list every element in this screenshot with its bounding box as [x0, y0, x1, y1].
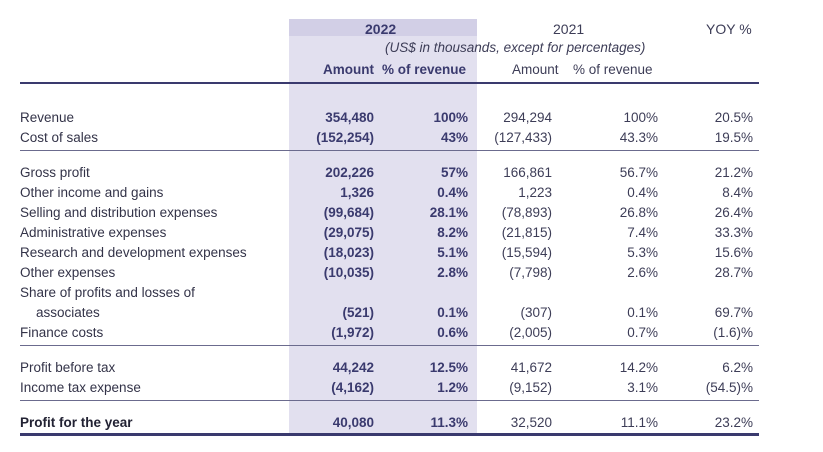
cell-associates-pct-2021: 0.1% [627, 305, 658, 320]
row-label-selling: Selling and distribution expenses [20, 205, 218, 220]
bottom-rule [20, 433, 759, 436]
row-label-other-income: Other income and gains [20, 185, 164, 200]
cell-associates-yoy: 69.7% [714, 305, 753, 320]
cell-profit-amount-2021: 32,520 [510, 415, 552, 430]
yoy-header: YOY % [706, 21, 752, 37]
cell-revenue-amount-2022: 354,480 [325, 110, 374, 125]
amount-2021-header: Amount [512, 62, 559, 77]
row-label-gross-profit: Gross profit [20, 165, 90, 180]
cell-selling-amount-2021: (78,893) [501, 205, 552, 220]
cell-finance-yoy: (1.6)% [713, 325, 753, 340]
divider [20, 400, 759, 401]
row-label-revenue: Revenue [20, 110, 75, 125]
cell-other-exp-amount-2022: (10,035) [323, 265, 374, 280]
cell-pbt-pct-2022: 12.5% [429, 360, 468, 375]
cell-gross-amount-2022: 202,226 [325, 165, 374, 180]
cell-other-exp-yoy: 28.7% [714, 265, 753, 280]
row-label-other-expenses: Other expenses [20, 265, 116, 280]
cell-profit-pct-2021: 11.1% [620, 415, 658, 430]
current-year-column-shading [289, 19, 477, 436]
divider [20, 345, 759, 346]
cell-rnd-pct-2021: 5.3% [627, 245, 658, 260]
cell-tax-amount-2021: (9,152) [509, 380, 552, 395]
cell-profit-yoy: 23.2% [714, 415, 753, 430]
header-rule [20, 82, 759, 84]
row-label-profit-for-year: Profit for the year [20, 415, 133, 430]
cell-rnd-amount-2021: (15,594) [501, 245, 552, 260]
cell-finance-pct-2021: 0.7% [627, 325, 658, 340]
cell-profit-pct-2022: 11.3% [430, 415, 468, 430]
cell-finance-amount-2022: (1,972) [331, 325, 374, 340]
cell-tax-yoy: (54.5)% [705, 380, 753, 395]
row-label-rnd: Research and development expenses [20, 245, 247, 260]
cell-finance-pct-2022: 0.6% [437, 325, 468, 340]
cell-other-exp-pct-2022: 2.8% [437, 265, 468, 280]
cell-associates-amount-2022: (521) [342, 305, 374, 320]
cell-admin-pct-2021: 7.4% [627, 225, 658, 240]
cell-other-income-amount-2021: 1,223 [518, 185, 552, 200]
row-label-cost-of-sales: Cost of sales [20, 130, 99, 145]
cell-pbt-yoy: 6.2% [722, 360, 753, 375]
row-label-finance-costs: Finance costs [20, 325, 104, 340]
cell-finance-amount-2021: (2,005) [509, 325, 552, 340]
pct-revenue-2022-header: % of revenue [382, 62, 467, 77]
amount-2022-header: Amount [323, 62, 374, 77]
year-2022-header: 2022 [365, 21, 397, 37]
cell-cost-yoy: 19.5% [714, 130, 753, 145]
cell-pbt-amount-2022: 44,242 [332, 360, 374, 375]
cell-revenue-pct-2021: 100% [623, 110, 658, 125]
row-label-associates: associates [36, 305, 100, 320]
divider [20, 150, 759, 151]
cell-associates-amount-2021: (307) [520, 305, 552, 320]
cell-admin-amount-2022: (29,075) [323, 225, 374, 240]
cell-other-income-pct-2022: 0.4% [437, 185, 468, 200]
row-label-income-tax: Income tax expense [20, 380, 141, 395]
cell-admin-pct-2022: 8.2% [437, 225, 468, 240]
cell-cost-pct-2021: 43.3% [619, 130, 658, 145]
cell-rnd-yoy: 15.6% [714, 245, 753, 260]
cell-other-exp-pct-2021: 2.6% [627, 265, 658, 280]
cell-selling-yoy: 26.4% [714, 205, 753, 220]
cell-tax-pct-2022: 1.2% [437, 380, 468, 395]
cell-profit-amount-2022: 40,080 [332, 415, 374, 430]
cell-other-income-pct-2021: 0.4% [627, 185, 658, 200]
year-2021-header: 2021 [553, 21, 585, 37]
cell-admin-amount-2021: (21,815) [501, 225, 552, 240]
cell-gross-pct-2021: 56.7% [619, 165, 658, 180]
cell-selling-amount-2022: (99,684) [323, 205, 374, 220]
cell-revenue-pct-2022: 100% [433, 110, 468, 125]
row-label-share-of-profits: Share of profits and losses of [20, 285, 195, 300]
cell-gross-amount-2021: 166,861 [503, 165, 552, 180]
pct-revenue-2021-header: % of revenue [573, 62, 653, 77]
cell-selling-pct-2021: 26.8% [619, 205, 658, 220]
cell-other-income-yoy: 8.4% [722, 185, 753, 200]
units-note: (US$ in thousands, except for percentage… [385, 40, 646, 55]
cell-gross-pct-2022: 57% [440, 165, 468, 180]
cell-associates-pct-2022: 0.1% [437, 305, 468, 320]
cell-admin-yoy: 33.3% [714, 225, 753, 240]
cell-pbt-amount-2021: 41,672 [510, 360, 552, 375]
cell-selling-pct-2022: 28.1% [429, 205, 468, 220]
cell-pbt-pct-2021: 14.2% [619, 360, 658, 375]
cell-gross-yoy: 21.2% [714, 165, 753, 180]
cell-tax-pct-2021: 3.1% [627, 380, 658, 395]
cell-tax-amount-2022: (4,162) [331, 380, 374, 395]
cell-cost-amount-2021: (127,433) [494, 130, 552, 145]
cell-other-income-amount-2022: 1,326 [340, 185, 374, 200]
cell-revenue-yoy: 20.5% [714, 110, 753, 125]
cell-revenue-amount-2021: 294,294 [503, 110, 552, 125]
row-label-administrative: Administrative expenses [20, 225, 167, 240]
row-label-profit-before-tax: Profit before tax [20, 360, 116, 375]
cell-cost-pct-2022: 43% [440, 130, 468, 145]
cell-other-exp-amount-2021: (7,798) [509, 265, 552, 280]
cell-rnd-pct-2022: 5.1% [437, 245, 468, 260]
cell-rnd-amount-2022: (18,023) [323, 245, 374, 260]
cell-cost-amount-2022: (152,254) [316, 130, 374, 145]
current-year-header-band [289, 19, 477, 36]
